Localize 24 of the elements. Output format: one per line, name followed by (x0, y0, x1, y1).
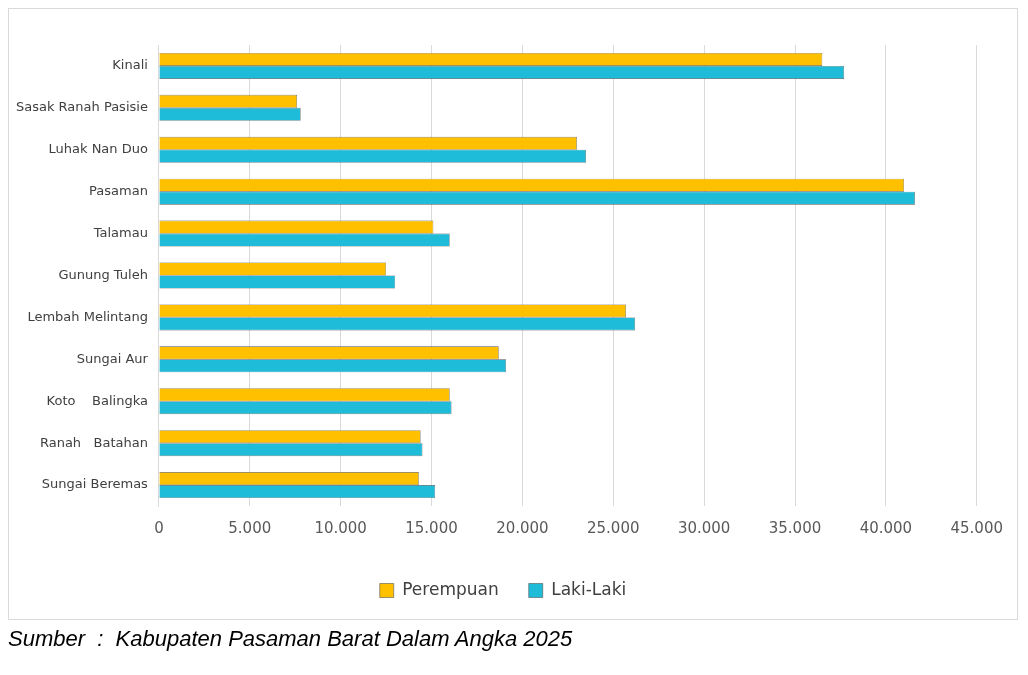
x-tick-label: 20.000 (496, 518, 549, 537)
y-tick-label: Lembah Melintang (27, 308, 148, 324)
x-tick-label: 10.000 (314, 518, 367, 537)
x-tick-label: 30.000 (677, 518, 731, 537)
x-tick-label: 15.000 (405, 518, 458, 537)
y-tick-label: Koto Balingka (46, 392, 148, 408)
y-tick-label: Sungai Aur (76, 350, 149, 366)
y-tick-label: Talamau (92, 224, 148, 240)
y-tick-label: Gunung Tuleh (58, 266, 148, 282)
y-tick-label: Luhak Nan Duo (48, 141, 148, 157)
y-tick-label: Sasak Ranah Pasisie (15, 99, 148, 115)
text: Sumber : Kabupaten Pasaman Barat Dalam Angka 2025 (8, 626, 574, 652)
x-tick-label: 25.000 (587, 518, 640, 537)
x-tick-label: 5.000 (228, 518, 272, 537)
x-tick-label: 35.000 (768, 518, 822, 537)
y-tick-label: Sungai Beremas (41, 476, 149, 492)
legend-label: Laki-Laki (551, 578, 627, 599)
x-tick-label: 0 (154, 518, 164, 537)
y-tick-label: Ranah Batahan (39, 434, 148, 450)
y-tick-label: Pasaman (89, 183, 148, 199)
x-tick-label: 45.000 (950, 518, 1004, 537)
y-tick-label: Kinali (112, 57, 148, 73)
x-tick-label: 40.000 (859, 518, 913, 537)
legend-label: Perempuan (402, 578, 499, 599)
